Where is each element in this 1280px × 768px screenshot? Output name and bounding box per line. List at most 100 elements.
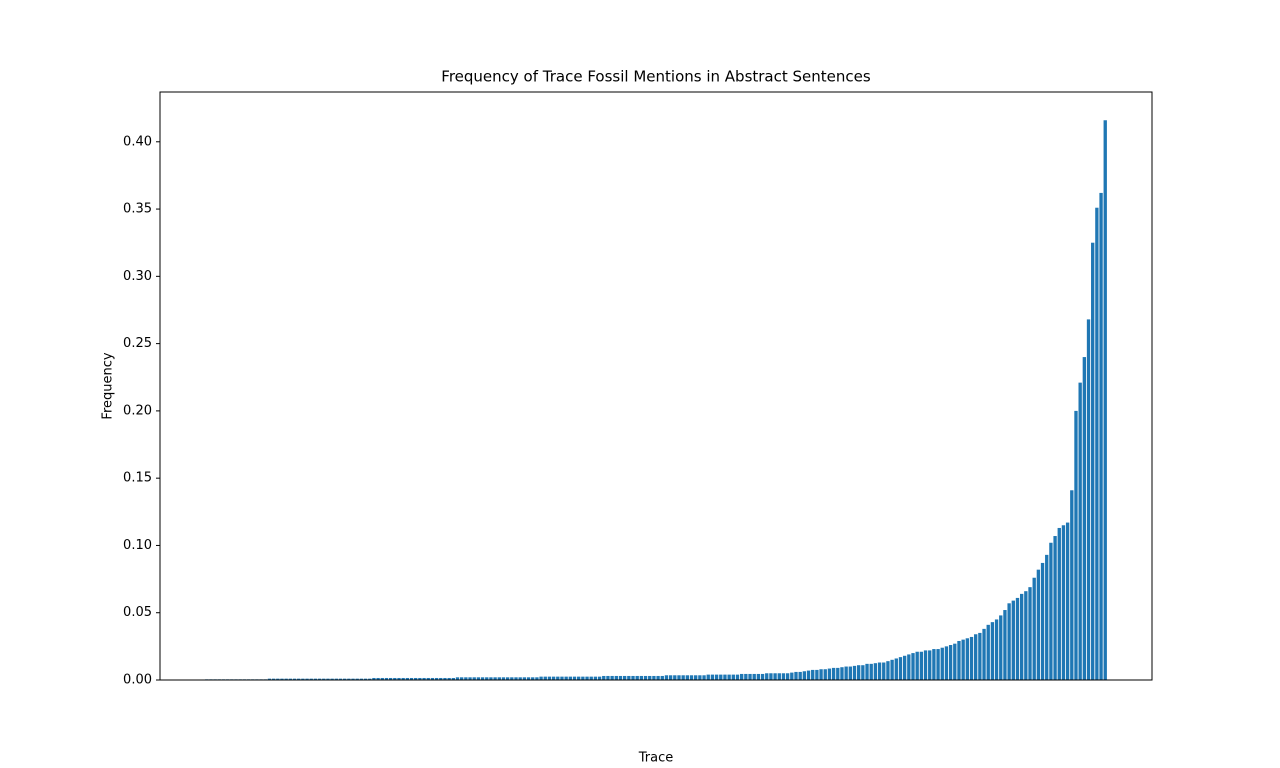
- bar: [969, 636, 974, 680]
- bar: [1024, 591, 1028, 680]
- bar: [547, 676, 552, 680]
- bar: [460, 677, 464, 680]
- bar: [702, 675, 706, 680]
- y-axis-label: Frequency: [101, 352, 116, 419]
- bar: [334, 678, 338, 680]
- bar: [1078, 382, 1082, 680]
- bar: [710, 674, 715, 680]
- bar: [372, 677, 376, 680]
- bar: [384, 677, 389, 680]
- bar: [961, 639, 965, 680]
- bar: [727, 674, 731, 680]
- bar: [531, 677, 535, 680]
- bar: [551, 676, 556, 680]
- bar: [861, 665, 865, 680]
- bar: [489, 677, 493, 680]
- bar: [852, 665, 857, 680]
- bar: [347, 678, 351, 680]
- bar: [982, 628, 986, 680]
- bar: [572, 676, 577, 680]
- bar: [940, 647, 944, 680]
- bar: [802, 671, 807, 680]
- bar: [652, 675, 656, 680]
- bar: [505, 677, 510, 680]
- bar: [1007, 603, 1011, 680]
- bar: [455, 677, 460, 680]
- bar: [568, 676, 573, 680]
- bar: [556, 676, 560, 680]
- bar: [322, 678, 326, 680]
- bar: [301, 678, 305, 680]
- bar: [844, 666, 848, 680]
- bar: [480, 677, 485, 680]
- bar: [526, 677, 531, 680]
- bar: [902, 655, 907, 680]
- bar: [267, 678, 272, 680]
- bar: [643, 675, 648, 680]
- bar: [957, 640, 961, 680]
- bar: [877, 662, 882, 680]
- bar: [777, 673, 781, 680]
- bar: [602, 675, 606, 680]
- bar: [639, 675, 644, 680]
- bar: [689, 675, 694, 680]
- bar: [990, 622, 995, 680]
- bar: [539, 676, 543, 680]
- bar: [769, 673, 773, 680]
- bar: [627, 675, 631, 680]
- bar: [756, 673, 761, 680]
- bar: [1091, 242, 1095, 680]
- bar: [1086, 319, 1091, 680]
- bar: [994, 619, 999, 680]
- bar: [735, 674, 740, 680]
- bar: [338, 678, 343, 680]
- bar: [388, 677, 393, 680]
- bar: [514, 677, 518, 680]
- bar: [355, 678, 359, 680]
- bar: [898, 657, 903, 680]
- bar: [923, 650, 928, 680]
- bar: [1028, 587, 1032, 680]
- bar: [1040, 562, 1045, 680]
- y-tick-label: 0.30: [123, 269, 152, 284]
- bar: [681, 675, 685, 680]
- bar: [907, 654, 911, 680]
- bar: [744, 673, 748, 680]
- bar: [501, 677, 506, 680]
- bar: [1019, 593, 1024, 680]
- bar: [464, 677, 468, 680]
- bar: [890, 659, 894, 680]
- bar: [447, 677, 451, 680]
- bar: [656, 675, 660, 680]
- bar: [271, 678, 276, 680]
- y-tick-label: 0.40: [123, 134, 152, 149]
- bar: [418, 677, 422, 680]
- bar: [631, 675, 635, 680]
- bar: [1065, 522, 1070, 680]
- bar: [276, 678, 280, 680]
- bar: [819, 669, 823, 680]
- bar: [497, 677, 501, 680]
- bar: [363, 678, 368, 680]
- y-tick-label: 0.00: [123, 673, 152, 688]
- bar: [986, 624, 990, 680]
- bar: [806, 670, 811, 680]
- chart-title: Frequency of Trace Fossil Mentions in Ab…: [441, 68, 871, 86]
- bar: [1045, 554, 1049, 680]
- bar: [1036, 569, 1041, 680]
- bar: [932, 649, 936, 680]
- bar: [368, 678, 372, 680]
- bar: [1032, 577, 1036, 680]
- bar: [869, 663, 873, 680]
- bar: [1049, 542, 1053, 680]
- bar: [965, 638, 970, 680]
- bar: [309, 678, 313, 680]
- bar: [493, 677, 497, 680]
- bar: [409, 677, 414, 680]
- y-tick-label: 0.05: [123, 605, 152, 620]
- bar: [288, 678, 293, 680]
- bar: [451, 677, 455, 680]
- bar: [999, 615, 1003, 680]
- bar: [560, 676, 564, 680]
- bar: [765, 673, 769, 680]
